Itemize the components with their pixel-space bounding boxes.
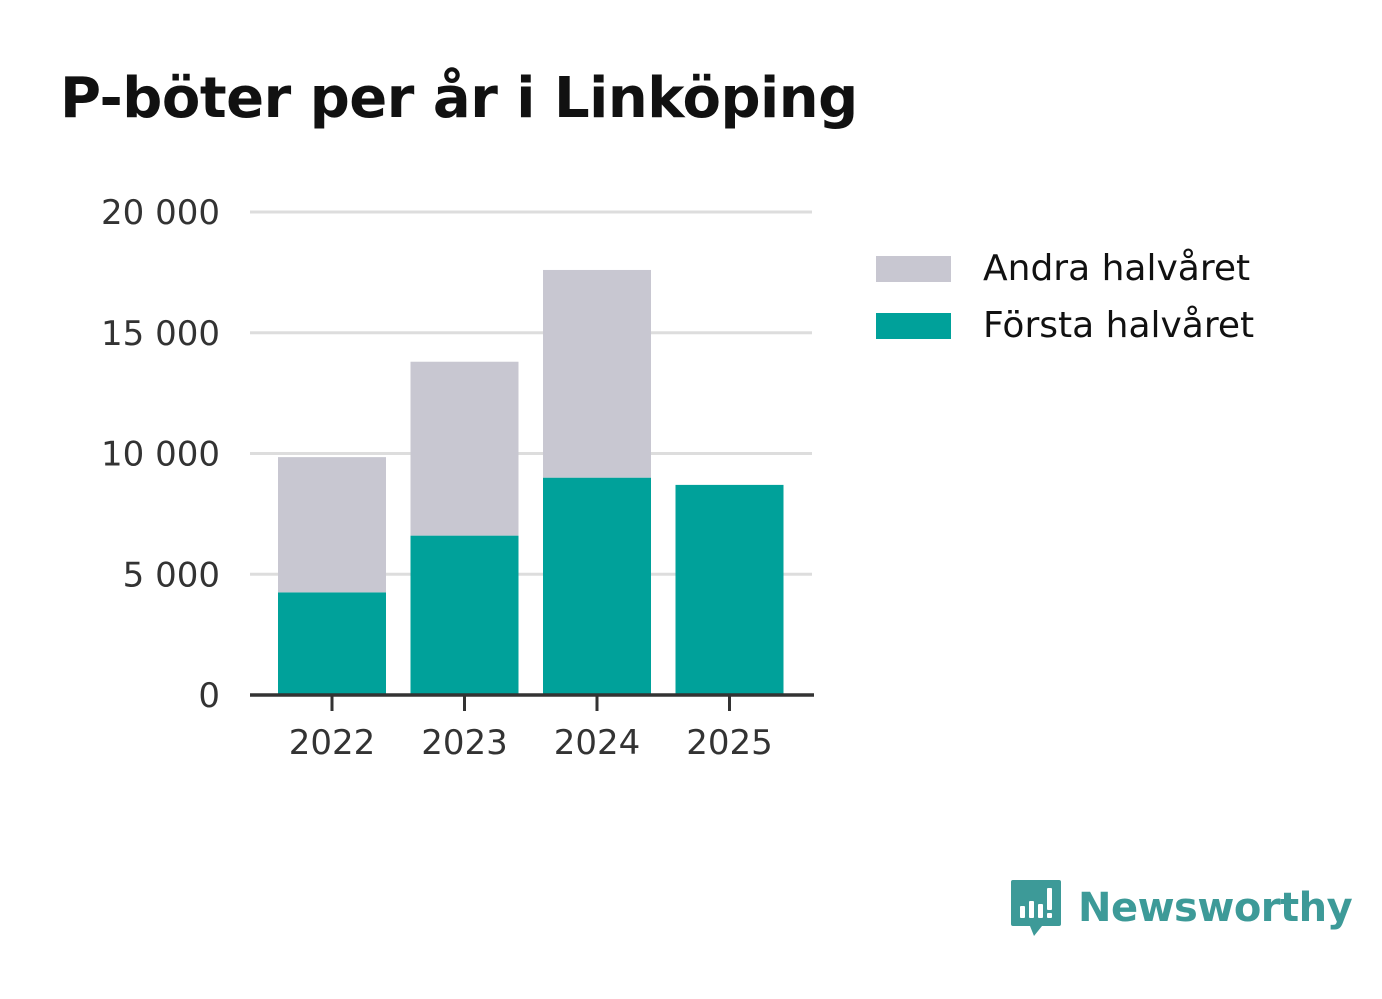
legend-item-second-half: Andra halvåret <box>876 240 1254 297</box>
y-tick-label: 10 000 <box>101 435 220 475</box>
legend-label-first-half: Första halvåret <box>983 305 1255 346</box>
bar-2024-second-half <box>543 269 651 478</box>
newsworthy-logo-icon <box>1011 880 1061 936</box>
y-tick-label: 0 <box>198 676 220 716</box>
chart-title: P-böter per år i Linköping <box>60 66 858 131</box>
brand-logo: Newsworthy <box>1010 878 1353 938</box>
bar-2023-first-half <box>410 535 519 695</box>
bar-2022-first-half <box>278 592 386 695</box>
brand-name: Newsworthy <box>1078 885 1353 931</box>
x-tick-label: 2024 <box>554 723 641 763</box>
x-tick-label: 2025 <box>686 723 773 763</box>
x-tick-label: 2023 <box>421 723 508 763</box>
x-tick-label: 2022 <box>289 723 376 763</box>
legend-label-second-half: Andra halvåret <box>983 248 1251 289</box>
bar-2023-second-half <box>410 361 519 536</box>
legend-swatch-first-half <box>876 312 951 339</box>
bar-2024-first-half <box>543 477 651 695</box>
bar-2022-second-half <box>278 457 386 593</box>
y-tick-label: 5 000 <box>123 555 220 595</box>
y-tick-label: 20 000 <box>101 193 220 233</box>
bar-2025-first-half <box>675 484 784 695</box>
legend: Andra halvåret Första halvåret <box>876 240 1254 354</box>
axes: 0 5 000 10 000 15 000 20 000 2022 2023 2024 2025 <box>101 193 814 763</box>
legend-item-first-half: Första halvåret <box>876 297 1254 354</box>
bars <box>278 269 784 695</box>
legend-swatch-second-half <box>876 255 951 282</box>
y-tick-label: 15 000 <box>101 314 220 354</box>
